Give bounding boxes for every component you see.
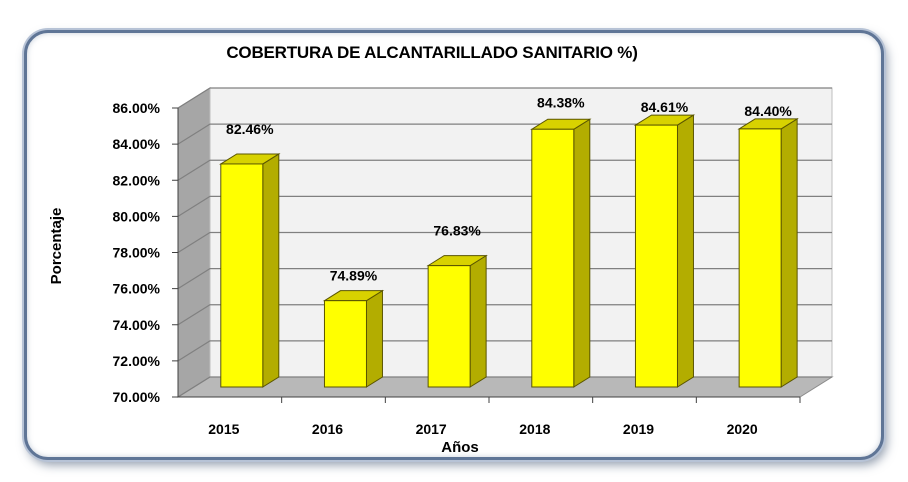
data-label: 84.38% [537, 94, 585, 110]
bar-side [573, 118, 591, 388]
bar-side [676, 114, 694, 388]
bars [219, 114, 799, 388]
bar [322, 289, 385, 388]
gridline [177, 340, 832, 362]
x-category-label: 2017 [416, 421, 447, 437]
bar [530, 118, 592, 388]
y-tick-label: 72.00% [113, 353, 161, 369]
data-label: 82.46% [226, 121, 274, 137]
bar-front [220, 163, 264, 388]
x-category-label: 2018 [519, 421, 550, 437]
bar-side [365, 289, 383, 388]
bar-front [531, 128, 575, 388]
data-label: 84.61% [641, 99, 689, 115]
y-tick-label: 70.00% [113, 389, 161, 405]
gridline [177, 304, 832, 326]
data-label: 84.40% [744, 103, 792, 119]
data-label: 76.83% [433, 223, 481, 239]
x-category-label: 2016 [312, 421, 343, 437]
gridline [177, 231, 832, 254]
gridline [177, 268, 832, 290]
y-tick-label: 82.00% [113, 172, 161, 188]
gridline [177, 87, 832, 109]
chart-title: COBERTURA DE ALCANTARILLADO SANITARIO %) [226, 43, 637, 62]
bar-front [323, 300, 367, 388]
bar [426, 254, 488, 388]
y-axis-title: Porcentaje [48, 208, 65, 285]
bar-front [427, 265, 471, 388]
bar-side [469, 254, 487, 388]
gridlines [177, 87, 832, 398]
bar-side [262, 153, 280, 388]
y-tick-label: 76.00% [113, 281, 161, 297]
bar-side [780, 117, 798, 388]
x-category-label: 2019 [623, 421, 654, 437]
gridline [177, 195, 832, 217]
bar [633, 114, 696, 388]
y-tick-label: 74.00% [113, 317, 161, 333]
gridline [177, 123, 832, 145]
y-tick-label: 86.00% [113, 100, 161, 116]
data-label: 74.89% [330, 268, 378, 284]
data-labels: 82.46% 74.89% 76.83% 84.38% 84.61% 84.40% [226, 94, 792, 283]
floor [176, 376, 834, 398]
y-tick-label: 80.00% [113, 208, 161, 224]
bar-front [738, 128, 782, 388]
bar-front [634, 124, 678, 388]
x-category-label: 2015 [208, 421, 239, 437]
y-tick-label: 84.00% [113, 136, 161, 152]
bar [219, 153, 281, 388]
x-category-label: 2020 [727, 421, 758, 437]
y-tick-label: 78.00% [113, 245, 161, 261]
gridline [177, 376, 832, 398]
y-axis-ticks: 70.00% 72.00% 74.00% 76.00% 78.00% 80.00% 82.0… [113, 100, 179, 405]
gridline [177, 159, 832, 181]
x-axis-title: Años [441, 439, 479, 456]
bar [737, 117, 799, 388]
x-axis-categories: 2015 2016 2017 2018 2019 2020 [178, 396, 801, 437]
